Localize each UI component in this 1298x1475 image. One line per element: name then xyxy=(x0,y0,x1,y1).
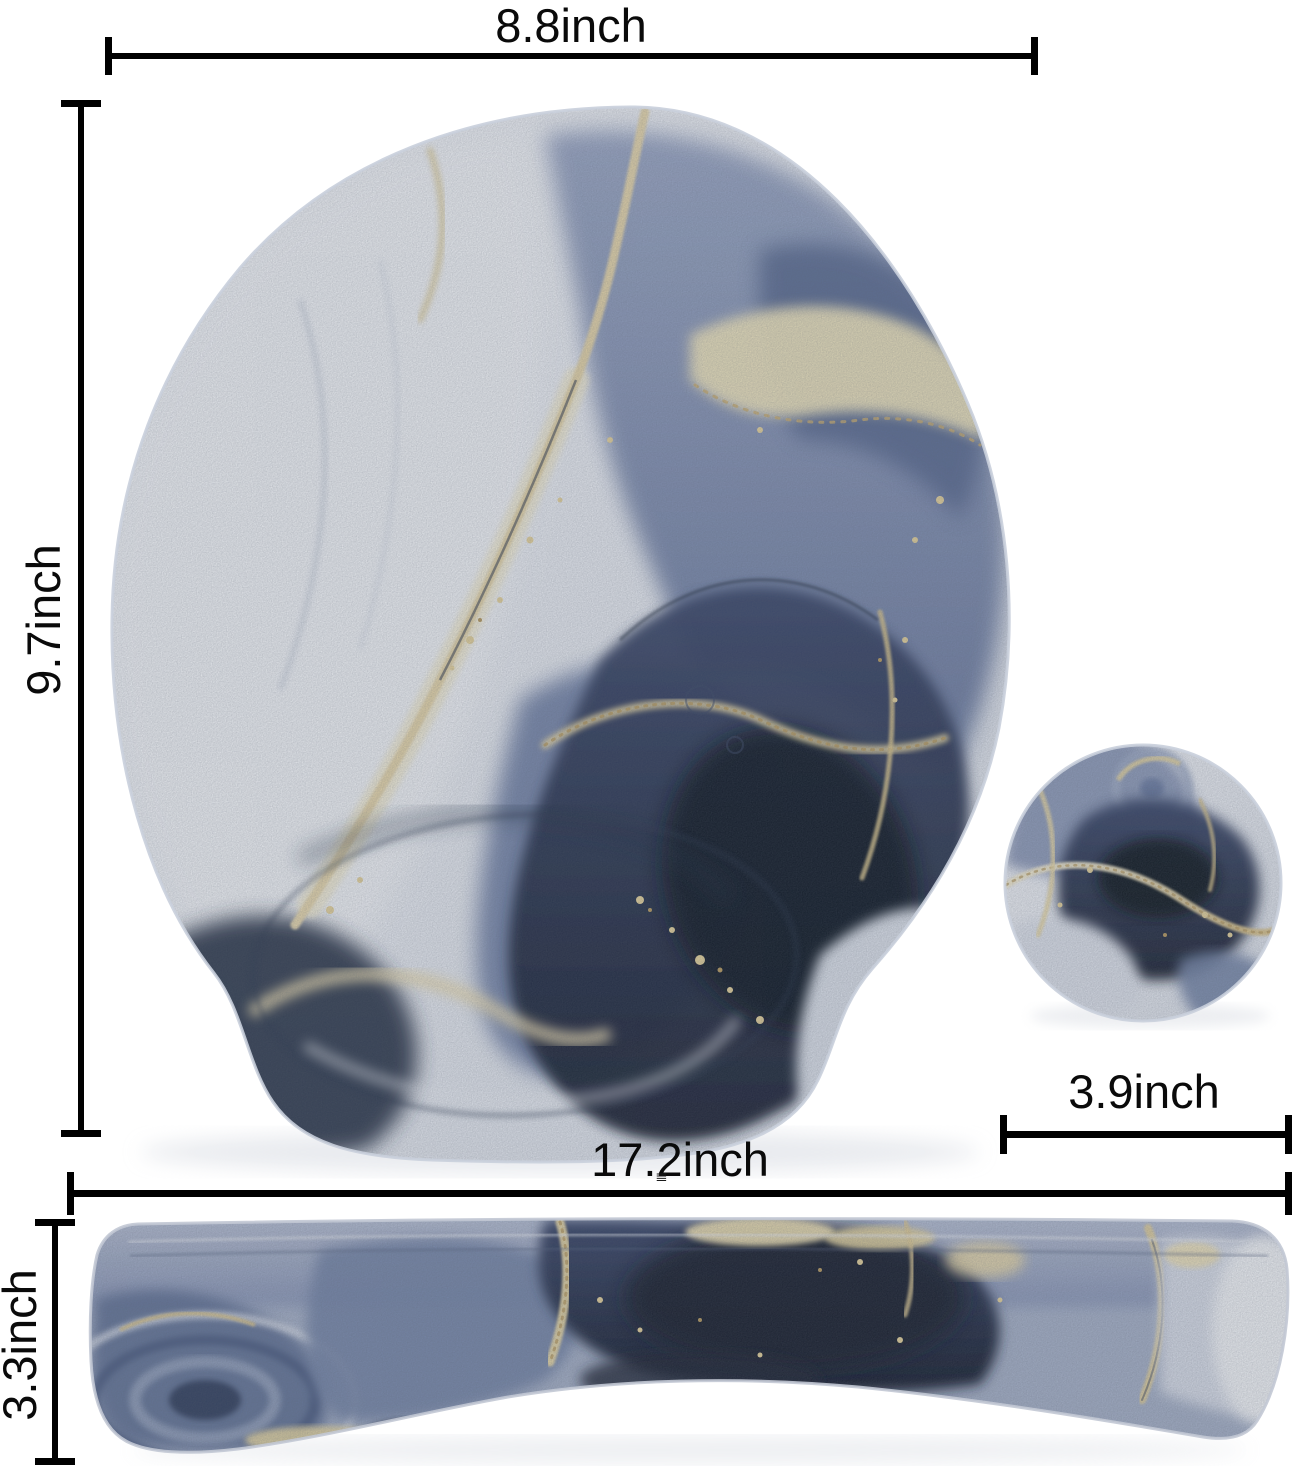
keyboard-wrist-rest xyxy=(90,1218,1288,1453)
dim-wrist-height-line xyxy=(52,1222,58,1465)
dim-wrist-width-tick-left xyxy=(67,1172,74,1215)
dim-coaster-width-line xyxy=(1002,1131,1292,1138)
text-artifact: ≣ xyxy=(655,1170,668,1185)
coaster xyxy=(1005,745,1281,1021)
bar-shadow xyxy=(130,1437,1250,1463)
dim-pad-width-line xyxy=(108,53,1035,59)
dim-pad-width-tick-left xyxy=(105,37,112,75)
dim-wrist-height-tick-top xyxy=(35,1219,75,1226)
dim-coaster-width-tick-right xyxy=(1285,1115,1292,1154)
dim-pad-height-tick-top xyxy=(61,100,101,107)
keyboard-wrist-rest-edge xyxy=(88,1217,1290,1454)
dim-pad-height-tick-bottom xyxy=(61,1130,101,1137)
dim-coaster-width-label: 3.9inch xyxy=(1068,1065,1220,1118)
dim-wrist-width-tick-right xyxy=(1285,1172,1292,1215)
dim-wrist-height-label: 3.3inch xyxy=(0,1269,47,1421)
mouse-pad-edge xyxy=(110,105,1011,1164)
dim-wrist-width-line xyxy=(70,1190,1292,1197)
dim-wrist-width-label: 17.2inch xyxy=(591,1133,769,1186)
dim-pad-width-tick-right xyxy=(1031,37,1038,75)
dim-coaster-width-tick-left xyxy=(1000,1115,1007,1154)
dim-pad-width-label: 8.8inch xyxy=(495,0,647,52)
dim-pad-height-label: 9.7inch xyxy=(17,544,71,696)
dim-pad-height-line xyxy=(78,103,84,1137)
dim-wrist-height-tick-bottom xyxy=(35,1458,75,1465)
coaster-edge xyxy=(1003,743,1283,1023)
